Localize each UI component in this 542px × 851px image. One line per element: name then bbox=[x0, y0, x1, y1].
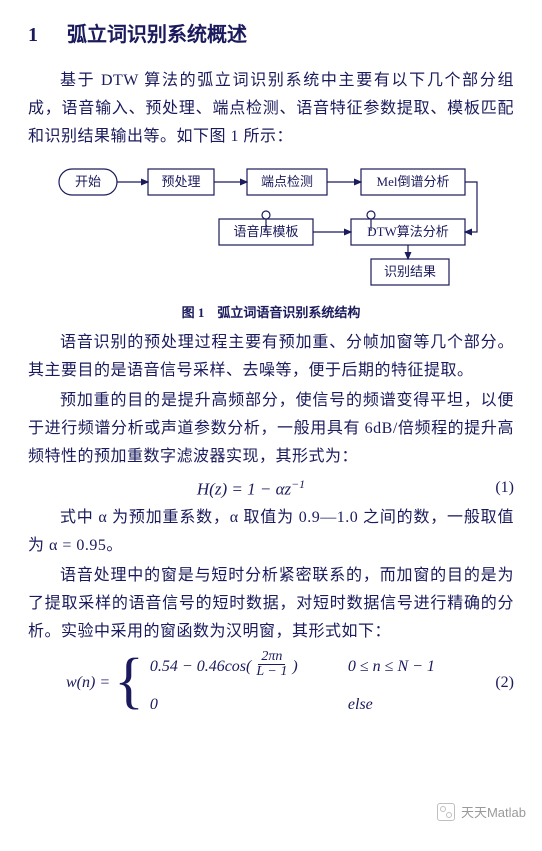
section-heading: 1 弧立词识别系统概述 bbox=[28, 18, 514, 47]
eq2-brace: { bbox=[114, 655, 144, 708]
svg-text:识别结果: 识别结果 bbox=[384, 264, 436, 279]
eq2-lhs: w(n) = bbox=[66, 674, 110, 692]
svg-text:开始: 开始 bbox=[75, 174, 101, 189]
eq1-sup: −1 bbox=[291, 477, 305, 491]
watermark: 天天Matlab bbox=[437, 802, 526, 821]
eq2-case1: 0.54 − 0.46cos(2πnL − 1) 0 ≤ n ≤ N − 1 bbox=[150, 652, 435, 682]
flowchart-svg: 开始预处理端点检测Mel倒谱分析语音库模板DTW算法分析识别结果 bbox=[51, 157, 491, 291]
eq2-c1b: ) bbox=[292, 658, 297, 675]
section-number: 1 bbox=[28, 24, 62, 47]
equation-2-number: (2) bbox=[474, 674, 514, 692]
equation-2-body: w(n) = { 0.54 − 0.46cos(2πnL − 1) 0 ≤ n … bbox=[28, 652, 474, 714]
equation-2: w(n) = { 0.54 − 0.46cos(2πnL − 1) 0 ≤ n … bbox=[28, 652, 514, 714]
figure-1-caption: 图 1 弧立词语音识别系统结构 bbox=[28, 302, 514, 321]
paragraph-5: 语音处理中的窗是与短时分析紧密联系的，而加窗的目的是为了提取采样的语音信号的短时… bbox=[28, 562, 514, 646]
eq2-frac-den: L − 1 bbox=[253, 665, 290, 680]
paragraph-4: 式中 α 为预加重系数，α 取值为 0.9—1.0 之间的数，一般取值为 α =… bbox=[28, 504, 514, 560]
eq2-case1-cond: 0 ≤ n ≤ N − 1 bbox=[348, 658, 435, 676]
eq1-text: H(z) = 1 − αz bbox=[197, 480, 291, 499]
figure-1-diagram: 开始预处理端点检测Mel倒谱分析语音库模板DTW算法分析识别结果 bbox=[51, 157, 491, 296]
svg-text:端点检测: 端点检测 bbox=[261, 174, 313, 189]
watermark-text: 天天Matlab bbox=[461, 802, 526, 821]
paragraph-2: 语音识别的预处理过程主要有预加重、分帧加窗等几个部分。其主要目的是语音信号采样、… bbox=[28, 329, 514, 385]
section-title: 弧立词识别系统概述 bbox=[67, 24, 247, 46]
eq2-frac-num: 2πn bbox=[258, 650, 285, 666]
eq2-frac: 2πnL − 1 bbox=[253, 650, 290, 680]
eq2-case2-expr: 0 bbox=[150, 696, 340, 714]
svg-text:预处理: 预处理 bbox=[161, 174, 200, 189]
eq2-cases: 0.54 − 0.46cos(2πnL − 1) 0 ≤ n ≤ N − 1 0… bbox=[150, 652, 435, 714]
equation-1-number: (1) bbox=[474, 479, 514, 497]
eq2-case2: 0 else bbox=[150, 696, 435, 714]
wechat-icon bbox=[437, 803, 455, 821]
svg-text:DTW算法分析: DTW算法分析 bbox=[367, 224, 449, 239]
paragraph-3: 预加重的目的是提升高频部分，使信号的频谱变得平坦，以便于进行频谱分析或声道参数分… bbox=[28, 387, 514, 471]
eq2-case2-cond: else bbox=[348, 696, 373, 714]
eq2-case1-expr: 0.54 − 0.46cos(2πnL − 1) bbox=[150, 652, 340, 682]
paragraph-intro: 基于 DTW 算法的弧立词识别系统中主要有以下几个部分组成，语音输入、预处理、端… bbox=[28, 67, 514, 151]
equation-1-body: H(z) = 1 − αz−1 bbox=[28, 477, 474, 500]
equation-1: H(z) = 1 − αz−1 (1) bbox=[28, 477, 514, 500]
eq2-c1a: 0.54 − 0.46cos( bbox=[150, 658, 251, 675]
svg-text:Mel倒谱分析: Mel倒谱分析 bbox=[377, 174, 450, 189]
